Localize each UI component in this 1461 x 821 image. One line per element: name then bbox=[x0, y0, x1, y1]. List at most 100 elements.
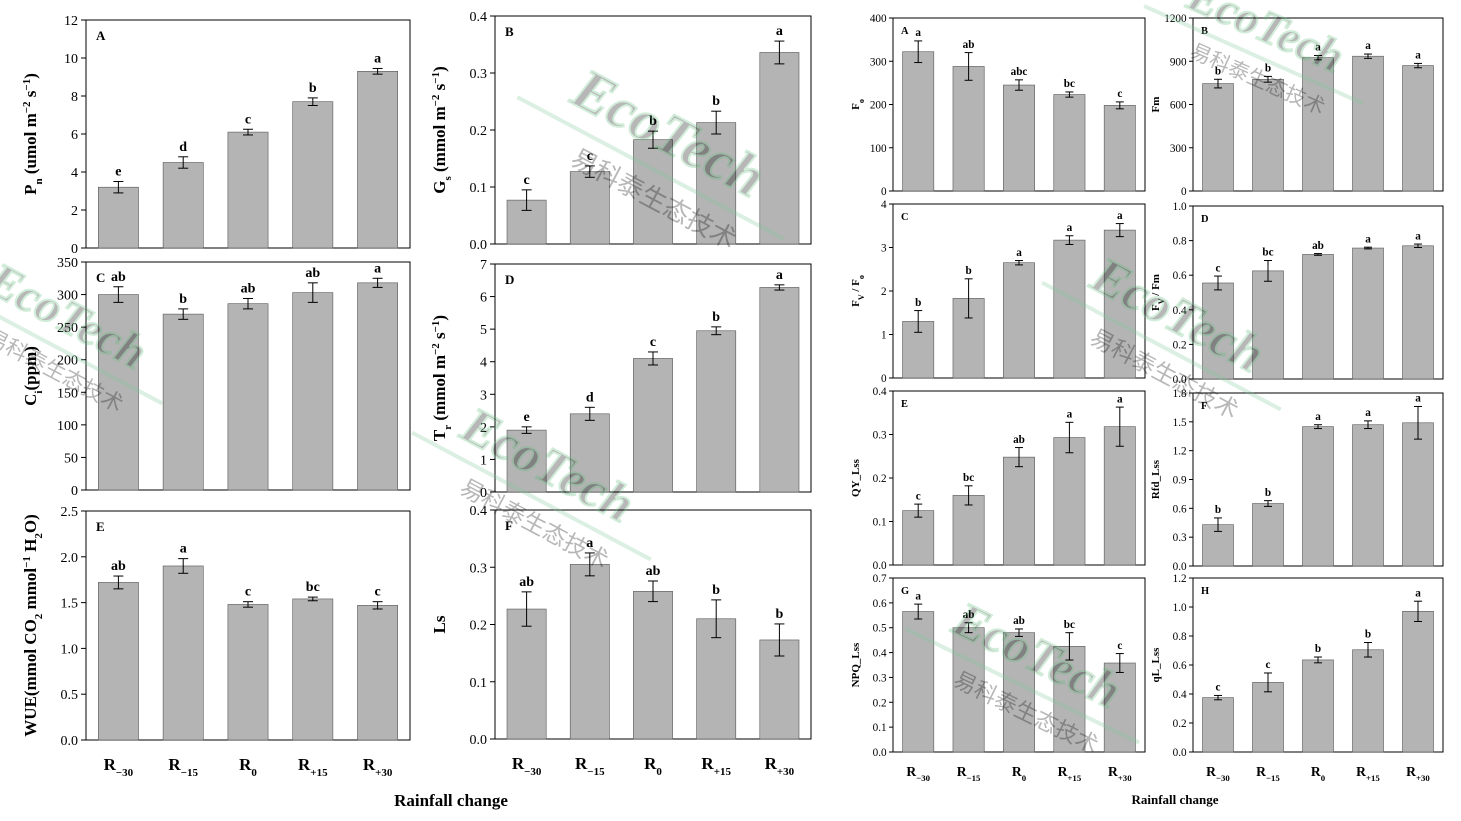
y-axis-label: Pn (umol m−2 s−1) bbox=[21, 73, 45, 195]
y-tick-label: 350 bbox=[57, 256, 78, 271]
x-tick-label: R−30 bbox=[1206, 764, 1230, 783]
bar bbox=[1202, 282, 1234, 380]
bar bbox=[1352, 55, 1384, 192]
panel-letter: D bbox=[505, 272, 514, 287]
bar bbox=[1103, 229, 1136, 379]
y-tick-label: 0.6 bbox=[1173, 270, 1187, 282]
bar bbox=[1003, 262, 1035, 379]
significance-letter: e bbox=[523, 410, 529, 425]
y-tick-label: 100 bbox=[57, 419, 78, 434]
significance-letter: b bbox=[649, 114, 657, 129]
significance-letter: a bbox=[1067, 409, 1073, 421]
y-axis-label: Rfd_Lss bbox=[1150, 459, 1162, 499]
bar bbox=[1103, 426, 1136, 566]
x-tick-label: R0 bbox=[644, 754, 662, 778]
y-axis-label: FV / Fm bbox=[1150, 274, 1166, 311]
bar bbox=[1003, 456, 1035, 566]
significance-letter: abc bbox=[1011, 66, 1028, 78]
bar bbox=[357, 71, 398, 249]
significance-letter: ab bbox=[305, 266, 320, 281]
chart-panel-d: 0 1 2 3 4 5 6 7 De d c b a Tr (mmol m−2 s−1) bbox=[430, 258, 812, 501]
significance-letter: a bbox=[915, 590, 921, 602]
bar bbox=[952, 66, 985, 192]
y-tick-label: 0.2 bbox=[1173, 718, 1187, 730]
y-tick-label: 3 bbox=[480, 388, 487, 403]
x-tick-label: R+15 bbox=[1058, 764, 1082, 783]
significance-letter: b bbox=[1215, 504, 1221, 516]
y-tick-label: 0.8 bbox=[1173, 631, 1187, 643]
significance-letter: b bbox=[965, 265, 971, 277]
y-tick-label: 8 bbox=[71, 90, 78, 105]
bar bbox=[1252, 78, 1284, 192]
significance-letter: a bbox=[776, 24, 783, 39]
bar bbox=[1202, 697, 1234, 753]
y-tick-label: 0.0 bbox=[61, 734, 79, 749]
watermark-line bbox=[1041, 280, 1282, 412]
bar bbox=[902, 611, 935, 753]
y-tick-label: 0.1 bbox=[470, 676, 488, 691]
y-tick-label: 1 bbox=[881, 330, 887, 342]
y-tick-label: 0.4 bbox=[470, 10, 488, 25]
bar bbox=[1202, 83, 1234, 192]
y-tick-label: 0.2 bbox=[470, 619, 488, 634]
significance-letter: e bbox=[115, 165, 121, 180]
significance-letter: b bbox=[309, 81, 317, 96]
bar bbox=[1003, 84, 1035, 192]
panel-letter: A bbox=[901, 26, 909, 37]
bar bbox=[569, 171, 610, 245]
significance-letter: b bbox=[776, 607, 784, 622]
significance-letter: c bbox=[245, 585, 251, 600]
bar bbox=[952, 627, 985, 753]
bar bbox=[227, 303, 269, 491]
watermark-line bbox=[0, 284, 164, 406]
significance-letter: d bbox=[586, 390, 594, 405]
bar bbox=[162, 313, 204, 491]
bar bbox=[1302, 659, 1334, 753]
significance-letter: bc bbox=[1064, 78, 1075, 90]
panel-letter: E bbox=[96, 519, 105, 534]
panel-letter: G bbox=[901, 586, 909, 597]
y-axis-label: Fm bbox=[1150, 97, 1162, 113]
x-tick-label: R+30 bbox=[1406, 764, 1430, 783]
y-axis-label: FV / Fo bbox=[850, 275, 866, 307]
significance-letter: c bbox=[587, 149, 593, 164]
y-tick-label: 900 bbox=[1170, 56, 1187, 68]
y-tick-label: 0 bbox=[881, 373, 887, 385]
significance-letter: b bbox=[1265, 63, 1271, 75]
y-tick-label: 0.0 bbox=[873, 560, 887, 572]
significance-letter: a bbox=[1415, 393, 1421, 405]
y-tick-label: 4 bbox=[71, 166, 78, 181]
y-tick-label: 1.0 bbox=[1173, 602, 1187, 614]
y-tick-label: 0.6 bbox=[1173, 660, 1187, 672]
y-tick-label: 1.8 bbox=[1173, 388, 1187, 400]
bar bbox=[696, 618, 737, 740]
y-tick-label: 0.8 bbox=[1173, 236, 1187, 248]
y-axis-label: QY_Lss bbox=[850, 458, 862, 497]
y-tick-label: 400 bbox=[870, 13, 887, 25]
chart-panel-c: 0 50 100 150 200 250 300 350 C ab b ab ab a Ci(ppm) bbox=[21, 256, 411, 499]
significance-letter: ab bbox=[111, 559, 126, 574]
bar bbox=[292, 292, 334, 491]
significance-letter: ab bbox=[646, 564, 661, 579]
y-tick-label: 0.4 bbox=[873, 386, 887, 398]
panel-letter: B bbox=[505, 24, 514, 39]
significance-letter: b bbox=[712, 310, 720, 325]
y-tick-label: 1200 bbox=[1164, 13, 1187, 25]
bar bbox=[1402, 65, 1434, 192]
significance-letter: a bbox=[1315, 411, 1321, 423]
watermark-line bbox=[1143, 4, 1364, 106]
y-tick-label: 0.1 bbox=[873, 722, 887, 734]
significance-letter: c bbox=[523, 173, 529, 188]
x-tick-label: R+30 bbox=[765, 754, 795, 778]
bar bbox=[1053, 239, 1086, 379]
chart-panel-f: 0.0 0.1 0.2 0.3 0.4 Fab R−30 a R−15 ab R0 b R+15 b R+3… bbox=[430, 504, 812, 778]
chart-panel-d: 0.0 0.2 0.4 0.6 0.8 1.0 Dc bc ab a a FV / Fm bbox=[1150, 201, 1444, 386]
y-tick-label: 4 bbox=[480, 356, 487, 371]
significance-letter: b bbox=[712, 583, 720, 598]
y-tick-label: 1.0 bbox=[61, 642, 79, 657]
significance-letter: a bbox=[586, 536, 593, 551]
significance-letter: c bbox=[650, 335, 656, 350]
x-tick-label: R+15 bbox=[701, 754, 731, 778]
y-tick-label: 200 bbox=[57, 354, 78, 369]
y-tick-label: 0.2 bbox=[470, 124, 488, 139]
